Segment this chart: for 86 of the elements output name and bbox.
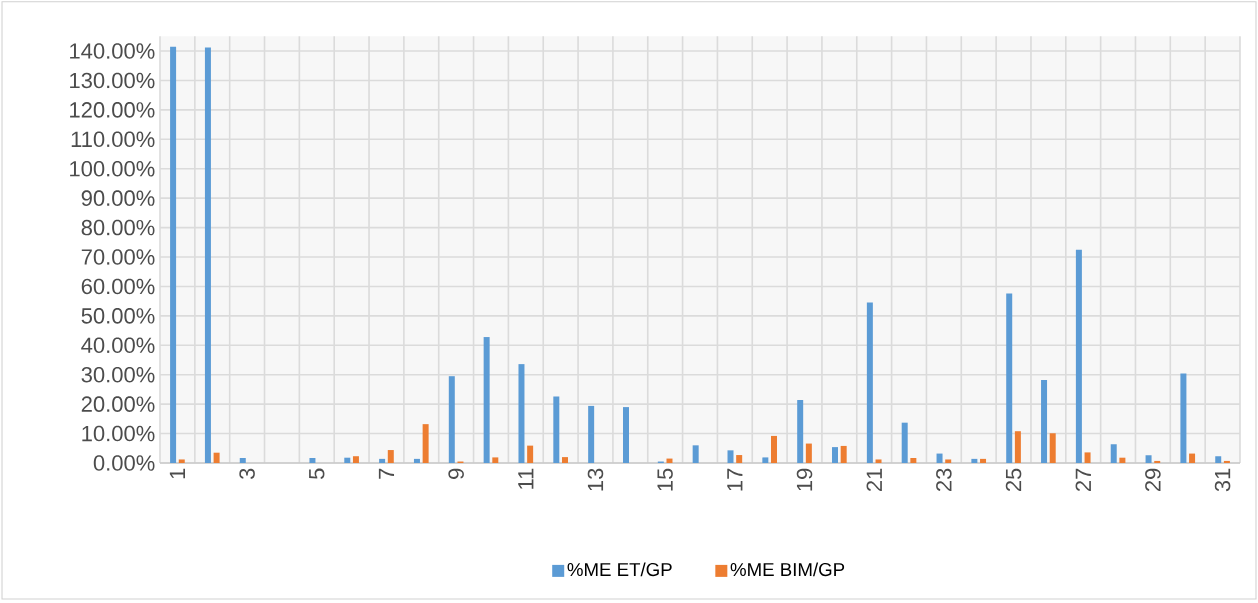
bar [910, 457, 917, 463]
bar [387, 450, 394, 463]
bar [483, 337, 490, 463]
x-tick-label: 13 [587, 468, 604, 491]
bar [309, 457, 316, 463]
bar [170, 46, 177, 463]
bar [866, 302, 873, 463]
bar [797, 400, 804, 463]
legend-label: %ME BIM/GP [730, 562, 845, 577]
bar [1049, 433, 1056, 463]
bar [840, 445, 847, 463]
bar [875, 459, 882, 463]
bar [666, 458, 673, 463]
bar [945, 459, 952, 463]
bar [344, 457, 351, 463]
bar [352, 456, 359, 463]
bar [971, 458, 978, 463]
bar [1041, 380, 1048, 463]
x-tick-label: 3 [239, 468, 255, 480]
bar [448, 376, 455, 463]
bar [518, 364, 525, 463]
bar [1180, 373, 1187, 463]
legend-label: %ME ET/GP [567, 562, 672, 577]
bar [736, 455, 743, 463]
y-tick-label: 40.00% [81, 337, 155, 354]
bar [622, 407, 629, 463]
x-tick-label: 23 [936, 468, 952, 492]
bar [1145, 455, 1152, 463]
y-tick-label: 20.00% [81, 396, 155, 412]
x-tick-label: 21 [866, 468, 882, 492]
y-tick-label: 110.00% [71, 131, 155, 148]
bar [832, 447, 839, 463]
x-tick-label: 11 [518, 468, 534, 489]
x-tick-label: 29 [1145, 468, 1161, 492]
y-tick-label: 60.00% [81, 278, 155, 295]
x-tick-label: 25 [1005, 468, 1022, 492]
bar [1006, 293, 1013, 463]
bar [413, 458, 420, 463]
bar [805, 443, 812, 463]
x-tick-label: 15 [657, 468, 673, 491]
bar [936, 453, 943, 463]
bar [553, 396, 560, 463]
x-tick-label: 9 [448, 468, 464, 479]
x-tick-label: 19 [796, 468, 813, 491]
bar [1215, 456, 1222, 463]
y-tick-label: 50.00% [81, 308, 155, 324]
bar [1084, 452, 1091, 463]
y-tick-label: 130.00% [70, 72, 155, 89]
bar [492, 457, 499, 463]
bar [692, 445, 699, 463]
bar [762, 457, 769, 463]
bar [422, 424, 429, 463]
bar [1119, 457, 1126, 463]
y-tick-label: 90.00% [81, 190, 155, 206]
bar [178, 459, 185, 463]
x-tick-label: 17 [727, 468, 743, 491]
y-tick-label: 10.00% [82, 425, 155, 442]
bar [213, 452, 220, 463]
bar [204, 47, 211, 463]
bar [1154, 460, 1161, 463]
bar [239, 457, 246, 463]
y-tick-label: 70.00% [81, 249, 155, 265]
bar [727, 450, 734, 463]
bar [1110, 444, 1117, 463]
y-tick-label: 100.00% [70, 160, 155, 177]
x-tick-label: 5 [309, 468, 325, 480]
bar [588, 405, 595, 463]
x-tick-label: 31 [1214, 468, 1231, 492]
y-tick-label: 80.00% [81, 219, 155, 236]
y-tick-label: 140.00% [70, 43, 155, 59]
bar [561, 457, 568, 463]
y-tick-label: 30.00% [81, 366, 155, 383]
y-tick-label: 0.00% [93, 455, 155, 471]
bar [379, 458, 386, 463]
x-tick-label: 7 [378, 468, 395, 479]
x-tick-label: 1 [169, 468, 185, 479]
bar [1014, 431, 1021, 463]
bar [771, 435, 778, 463]
bar [1075, 249, 1082, 463]
y-tick-label: 120.00% [70, 102, 155, 118]
bar [1189, 453, 1196, 463]
bar [980, 458, 987, 463]
x-tick-label: 27 [1075, 468, 1091, 492]
bar [1223, 460, 1230, 463]
bar [901, 422, 908, 463]
bar [527, 445, 534, 463]
